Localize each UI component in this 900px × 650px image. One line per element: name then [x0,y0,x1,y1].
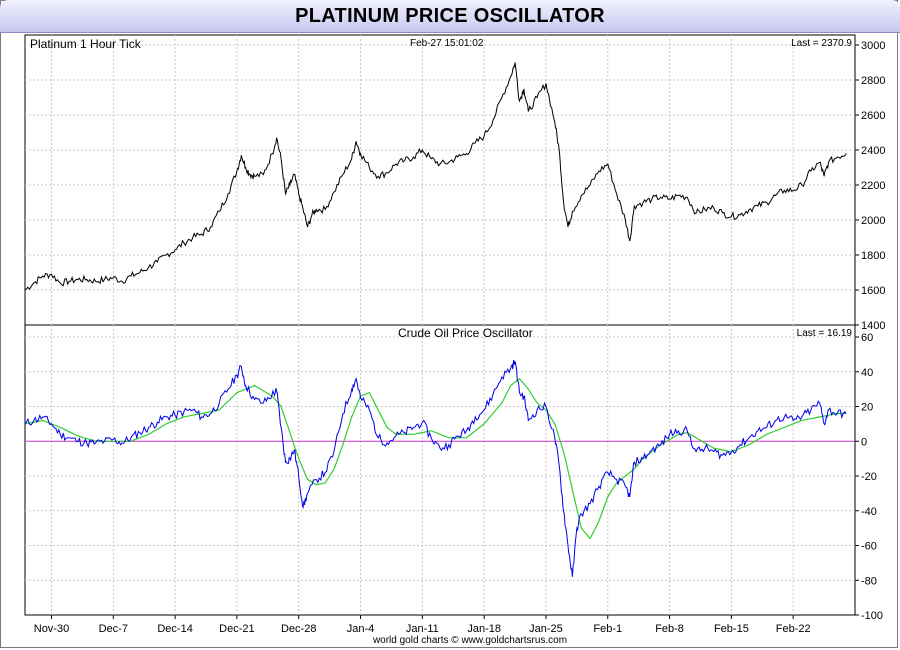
x-tick-label: Dec-7 [99,623,128,635]
oscillator-grid [25,325,855,615]
x-tick-label: Feb-15 [714,623,749,635]
price-tick-label: 1800 [861,250,885,262]
oscillator-tick-label: 20 [861,402,873,414]
x-tick-label: Jan-18 [467,623,501,635]
price-tick-label: 1400 [861,320,885,332]
x-tick-label: Dec-28 [281,623,316,635]
price-panel [24,34,856,326]
x-tick-label: Feb-8 [655,623,684,635]
oscillator-y-axis: -100 -80 -60 -40 -20 0 20 40 60 [855,332,883,622]
footer-credit: world gold charts © www.goldchartsrus.co… [372,635,567,646]
price-tick-label: 2000 [861,215,885,227]
timestamp-label: Feb-27 15:01:02 [410,38,484,49]
oscillator-last-label: Last = 16.19 [797,328,853,339]
price-tick-label: 2400 [861,145,885,157]
x-tick-label: Jan-11 [406,623,439,635]
price-tick-label: 2600 [861,110,885,122]
oscillator-tick-label: -60 [861,541,877,553]
price-tick-label: 3000 [861,40,885,52]
page-title: PLATINUM PRICE OSCILLATOR [295,5,605,27]
x-tick-label: Dec-21 [219,623,254,635]
oscillator-tick-label: 40 [861,367,873,379]
price-tick-label: 1600 [861,285,885,297]
x-tick-label: Nov-30 [34,623,69,635]
x-tick-label: Dec-14 [157,623,192,635]
oscillator-line [24,360,847,577]
oscillator-panel-label: Crude Oil Price Oscillator [398,326,533,340]
oscillator-tick-label: -80 [861,575,877,587]
price-tick-label: 2200 [861,180,885,192]
price-panel-label: Platinum 1 Hour Tick [30,37,142,51]
price-tick-label: 2800 [861,75,885,87]
x-tick-label: Feb-22 [776,623,811,635]
x-tick-label: Feb-1 [593,623,622,635]
title-bar: PLATINUM PRICE OSCILLATOR [0,0,900,33]
x-tick-label: Jan-25 [529,623,563,635]
x-axis: Nov-30 Dec-7 Dec-14 Dec-21 Dec-28 Jan-4 Jan-11… [34,615,811,635]
oscillator-tick-label: -20 [861,471,877,483]
price-grid [25,35,855,325]
oscillator-panel [24,324,856,616]
price-y-axis: 1400 1600 1800 2000 2200 2400 2600 2800 3000 [855,40,885,332]
platinum-price-line [24,62,847,291]
oscillator-tick-label: -40 [861,506,877,518]
oscillator-tick-label: -100 [861,610,883,622]
oscillator-tick-label: 0 [861,436,867,448]
price-last-label: Last = 2370.9 [791,38,852,49]
x-tick-label: Jan-4 [347,623,375,635]
oscillator-tick-label: 60 [861,332,873,344]
